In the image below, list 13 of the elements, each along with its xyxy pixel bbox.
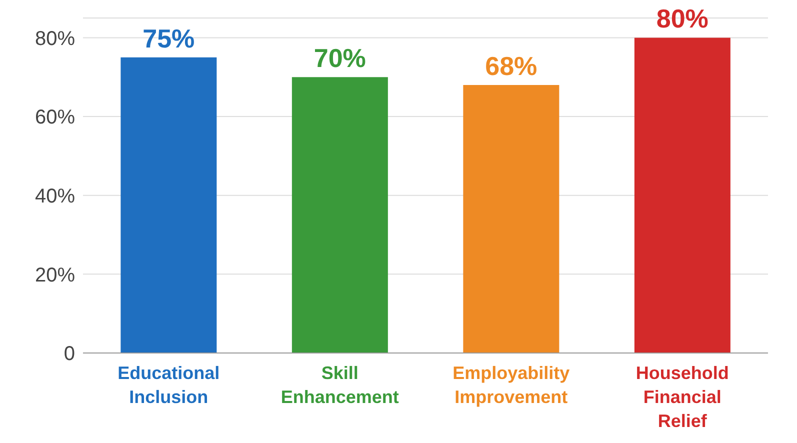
y-tick-label: 40%: [34, 185, 76, 208]
y-tick-label: 60%: [34, 106, 76, 129]
x-tick-label: Educational Inclusion: [118, 363, 220, 407]
x-tick-label: Employability Improvement: [452, 363, 570, 407]
y-tick-label: 0: [64, 343, 75, 366]
data-label: 75%: [142, 23, 195, 54]
y-tick-label: 20%: [34, 264, 76, 286]
data-label: 68%: [485, 51, 538, 81]
data-label: 80%: [656, 4, 708, 34]
x-tick-label: Skill Enhancement: [280, 363, 399, 407]
data-label: 70%: [314, 43, 366, 74]
x-tick-label: Household Financial Relief: [636, 363, 729, 431]
y-tick-label: 80%: [34, 28, 76, 50]
